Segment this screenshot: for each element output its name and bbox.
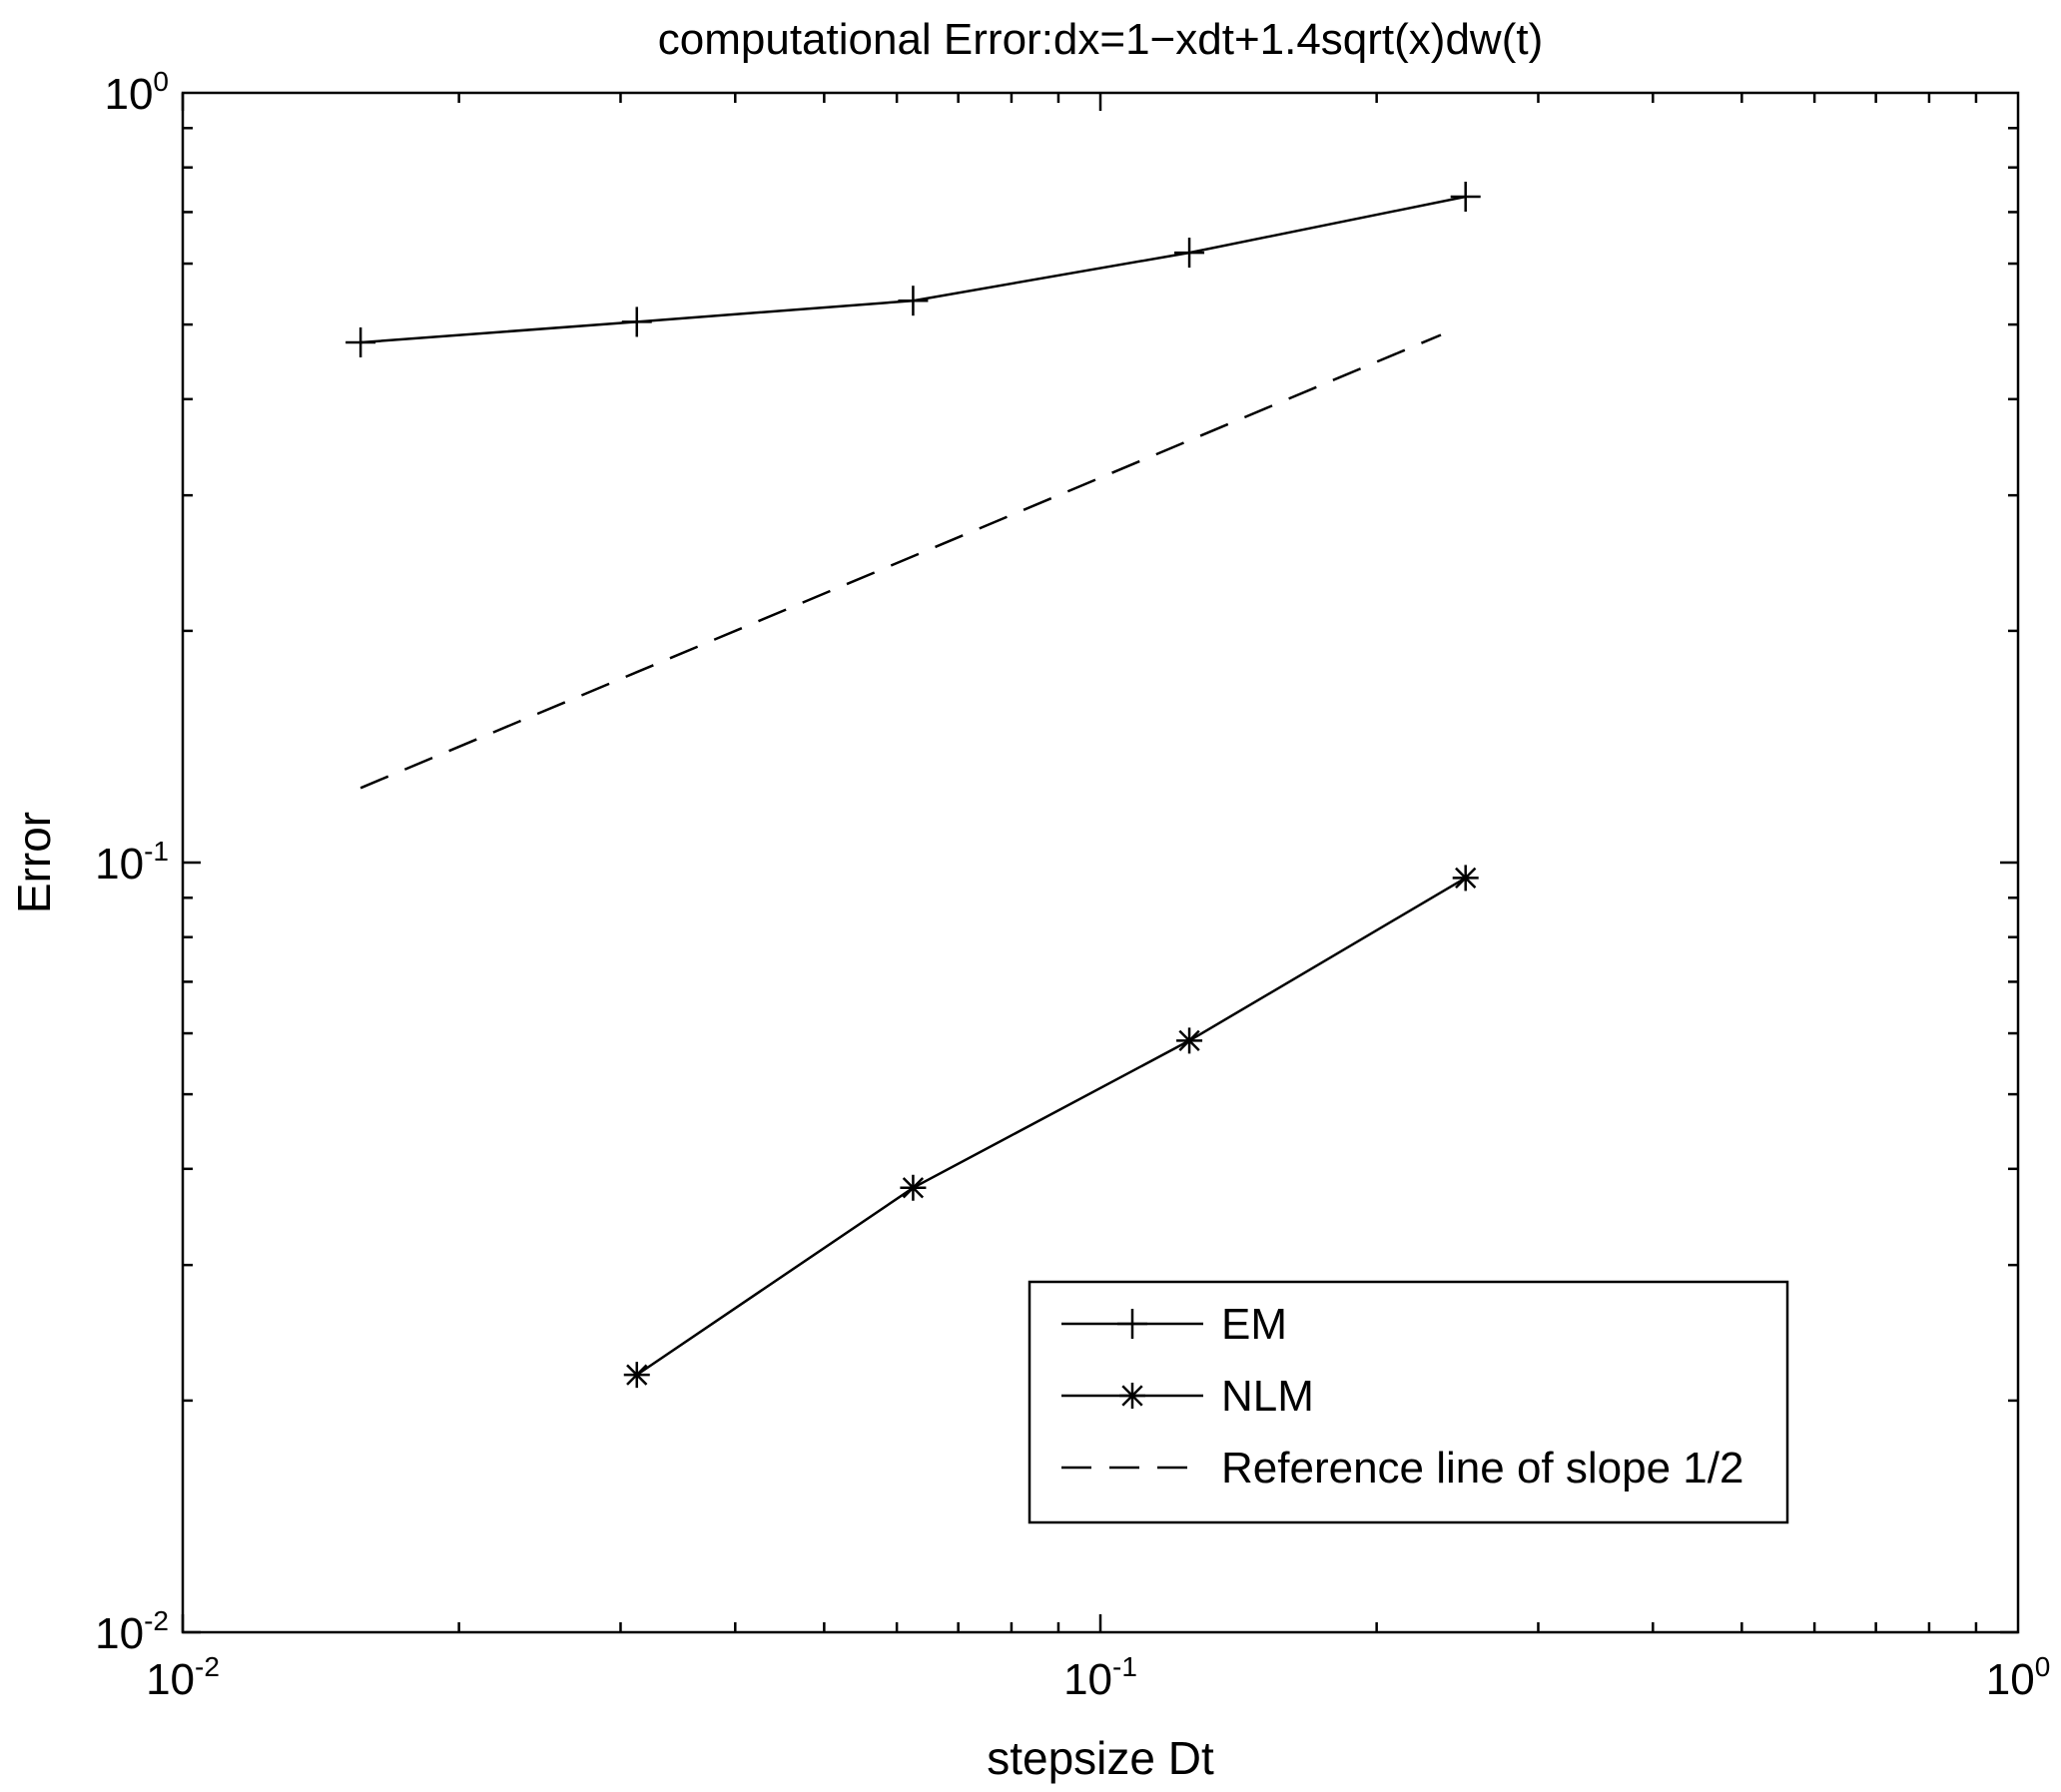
tick-labels: 10-2 10-1 100 10-2 10-1 100 [95, 66, 2050, 1704]
legend: EM NLM Reference line of slope 1/2 [1028, 1280, 1789, 1524]
legend-label-em: EM [1221, 1300, 1287, 1349]
series-line-nlm [636, 877, 1467, 1377]
data-point-em [621, 306, 652, 337]
data-point-em [1174, 238, 1205, 269]
x-tick-label: 10-2 [146, 1651, 220, 1704]
legend-label-nlm: NLM [1221, 1372, 1314, 1421]
data-point-nlm [1176, 1027, 1203, 1054]
data-point-em [1450, 182, 1481, 213]
x-tick-label: 10-1 [1063, 1651, 1137, 1704]
y-axis-label: Error [8, 812, 60, 913]
series-layer [345, 182, 1481, 1389]
chart-title: computational Error:dx=1−xdt+1.4sqrt(x)d… [658, 15, 1544, 64]
legend-label-reference-line-of-slope-1-2: Reference line of slope 1/2 [1221, 1444, 1743, 1493]
legend-marker-nlm [1119, 1383, 1145, 1409]
data-point-em [345, 326, 376, 357]
data-point-nlm [900, 1174, 927, 1201]
marker-stroke [902, 1177, 925, 1199]
y-tick-label: 100 [104, 66, 169, 119]
marker-stroke [1121, 1385, 1143, 1407]
y-tick-label: 10-2 [95, 1605, 169, 1658]
y-tick-label: 10-1 [95, 836, 169, 889]
marker-stroke [1455, 867, 1477, 890]
legend-box [1028, 1280, 1789, 1524]
series-line-reference-line-of-slope-1-2 [359, 333, 1442, 790]
legend-marker-em [1117, 1309, 1147, 1339]
x-axis-label: stepsize Dt [987, 1732, 1214, 1784]
marker-stroke [626, 1364, 648, 1386]
data-point-nlm [1452, 865, 1479, 892]
marker-stroke [1178, 1029, 1200, 1052]
data-point-em [898, 286, 929, 316]
x-tick-label: 100 [1986, 1651, 2051, 1704]
axes-box [181, 91, 2020, 1634]
tick-marks [181, 93, 2018, 1634]
data-point-nlm [623, 1362, 650, 1389]
